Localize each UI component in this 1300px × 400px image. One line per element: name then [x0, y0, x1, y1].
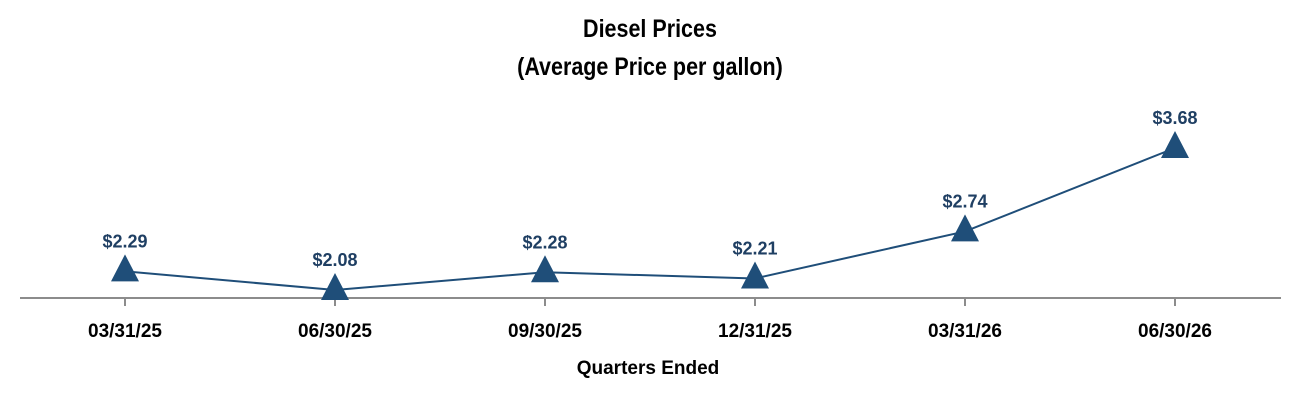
data-point-marker: [321, 272, 349, 300]
data-label: $2.29: [102, 231, 147, 251]
series-line: [124, 147, 1176, 292]
data-label: $2.74: [942, 191, 987, 211]
data-point-marker: [951, 214, 979, 242]
x-tick-label: 09/30/25: [508, 321, 582, 342]
x-tick-label: 06/30/26: [1138, 321, 1212, 342]
x-tick-label: 12/31/25: [718, 321, 792, 342]
data-point-marker: [1161, 130, 1189, 158]
x-tick-label: 03/31/25: [88, 321, 162, 342]
data-label: $3.68: [1152, 108, 1197, 128]
x-axis-title: Quarters Ended: [577, 358, 720, 379]
data-label: $2.28: [522, 232, 567, 252]
data-label: $2.08: [312, 250, 357, 270]
data-point-marker: [531, 255, 559, 283]
data-label: $2.21: [732, 238, 777, 258]
data-point-marker: [741, 261, 769, 289]
x-tick-label: 06/30/25: [298, 321, 372, 342]
chart-subtitle: (Average Price per gallon): [517, 53, 783, 81]
x-tick-label: 03/31/26: [928, 321, 1002, 342]
data-point-marker: [111, 254, 139, 282]
chart-title: Diesel Prices: [583, 15, 717, 43]
